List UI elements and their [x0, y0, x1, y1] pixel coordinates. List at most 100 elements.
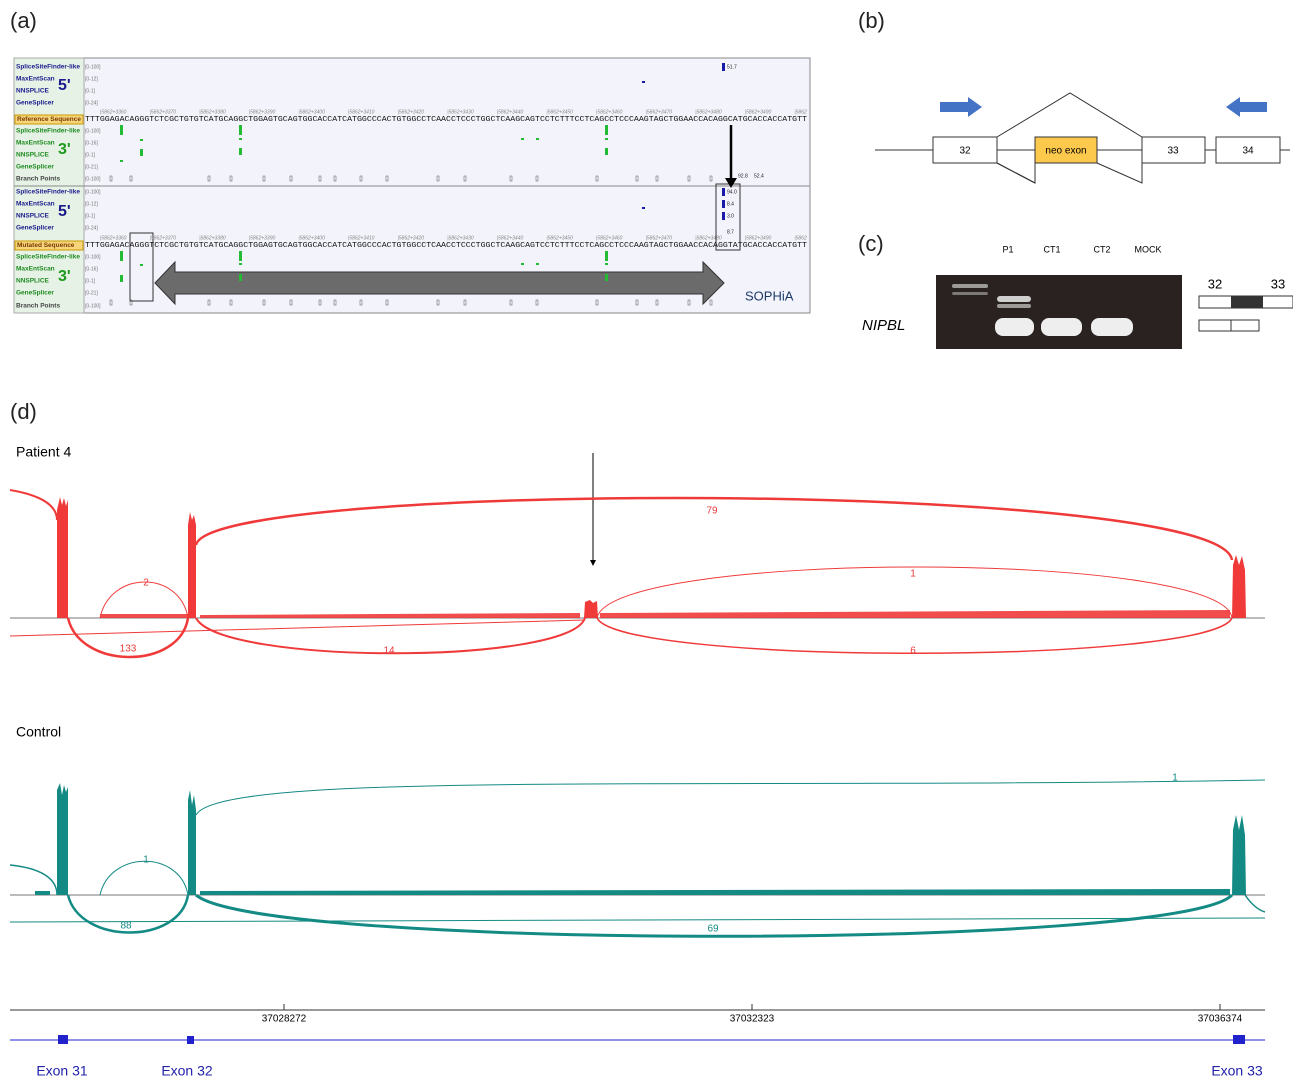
track-range: [0-1] — [85, 213, 96, 219]
coordinate: |5862+3380 — [199, 235, 226, 241]
coordinate: |5862+3490 — [745, 235, 772, 241]
junction-count: 14 — [383, 646, 395, 657]
junction-count: 1 — [143, 855, 149, 866]
score: 92.8 — [738, 173, 748, 179]
genome-axis: 37028272 37032323 37036374 Exon 31 Exon … — [10, 1004, 1265, 1079]
panel-label: (b) — [858, 8, 885, 33]
track-label: GeneSplicer — [16, 225, 54, 232]
junction-count: 133 — [120, 644, 137, 655]
sashimi-patient: Patient 4 79 2 1 133 14 6 — [10, 444, 1265, 657]
track-label: Branch Points — [16, 303, 60, 310]
coordinate: 37028272 — [262, 1014, 307, 1025]
sequence: TTTGGAGACAGGGTCTCGCTGTGTCATGCAGGCTGGAGTG… — [85, 242, 807, 250]
track-range: [0-16] — [85, 140, 98, 146]
track-label: SpliceSiteFinder-like — [16, 128, 80, 135]
exon-label: 32 — [1208, 276, 1222, 291]
logo: SOPHiA — [745, 288, 794, 303]
coordinate: |5862 — [794, 109, 807, 115]
lane-label: MOCK — [1135, 244, 1162, 254]
junction-count: 88 — [120, 921, 132, 932]
coverage — [35, 783, 1246, 895]
primer-arrow — [940, 97, 982, 117]
track-range: [0-24] — [85, 225, 98, 231]
exon-label: 33 — [1271, 276, 1285, 291]
splice-panel: 5' 3' 5' 3' TTTGGAGACAGGGTCTCGCTGTGTCATG… — [14, 58, 810, 313]
track-label: SpliceSiteFinder-like — [16, 64, 80, 71]
coordinate: |5862+3410 — [348, 235, 375, 241]
coordinate: |5862+3460 — [596, 109, 623, 115]
track-label: MaxEntScan — [16, 76, 55, 83]
track-range: [0-24] — [85, 100, 98, 106]
panel-label: (a) — [10, 8, 37, 33]
lane-label: CT2 — [1093, 244, 1110, 254]
exon-label: 34 — [1242, 146, 1254, 157]
track-label: NNSPLICE — [16, 88, 50, 95]
coordinate: |5862+3430 — [447, 235, 474, 241]
splice-line — [997, 93, 1142, 137]
junction-arcs — [10, 780, 1265, 936]
panel-label: (c) — [858, 231, 884, 256]
coordinate: |5862+3460 — [596, 235, 623, 241]
coordinate: |5862+3430 — [447, 109, 474, 115]
score: 94.0 — [727, 189, 737, 195]
track-label: Patient 4 — [16, 444, 71, 460]
end-label: 5' — [58, 77, 71, 94]
track-label: NNSPLICE — [16, 278, 50, 285]
coordinate: 37032323 — [730, 1014, 775, 1025]
lane-label: CT1 — [1043, 244, 1060, 254]
coordinate: |5862+3380 — [199, 109, 226, 115]
track-range: [0-1] — [85, 152, 96, 158]
coordinate: |5862+3370 — [150, 235, 177, 241]
splice-line — [997, 163, 1035, 183]
gene-schematic: 32 neo exon 33 34 — [875, 93, 1290, 183]
score: 52.4 — [754, 173, 764, 179]
track-range: [0-12] — [85, 201, 98, 207]
coordinate: |5862+3440 — [497, 109, 524, 115]
coordinate: |5862+3400 — [298, 235, 325, 241]
figure: (a) (b) (c) (d) 5' 3' 5' 3' TTTGGAGACAGG… — [0, 0, 1293, 1079]
track-range: [0-1] — [85, 278, 96, 284]
track-range: [0-100] — [85, 64, 101, 70]
track-label: GeneSplicer — [16, 164, 54, 171]
coordinate: |5862+3480 — [695, 235, 722, 241]
track-label: MaxEntScan — [16, 266, 55, 273]
track-range: [0-1] — [85, 88, 96, 94]
sequence: TTTGGAGACAGGGTCTCGCTGTGTCATGCAGGCTGGAGTG… — [85, 116, 807, 124]
score: 3.0 — [727, 213, 734, 219]
junction-count: 2 — [143, 578, 149, 589]
gene-label: NIPBL — [862, 317, 905, 334]
coordinate: |5862+3490 — [745, 109, 772, 115]
track-label: Control — [16, 724, 61, 740]
neo-exon — [1231, 296, 1263, 308]
exon-block — [187, 1036, 194, 1044]
coordinate: |5862+3480 — [695, 109, 722, 115]
coordinate: |5862+3420 — [398, 109, 425, 115]
score: 51.7 — [727, 64, 737, 70]
seq-label: Mutated Sequence — [17, 242, 75, 249]
exon-block — [1233, 1035, 1245, 1044]
product — [1199, 320, 1259, 331]
track-range: [0-16] — [85, 266, 98, 272]
lane-label: P1 — [1002, 244, 1013, 254]
seq-label: Reference Sequence — [17, 116, 81, 123]
coordinate: |5862+3470 — [646, 109, 673, 115]
track-range: [0-100] — [85, 254, 101, 260]
sashimi-control: Control 1 1 88 69 — [10, 724, 1265, 937]
track-label: MaxEntScan — [16, 201, 55, 208]
coordinate: |5862+3450 — [546, 109, 573, 115]
exon-block — [58, 1035, 68, 1044]
score: 8.7 — [727, 229, 734, 235]
coordinate: |5862+3360 — [100, 235, 127, 241]
track-label: Branch Points — [16, 176, 60, 183]
exon-label: Exon 33 — [1211, 1063, 1263, 1079]
track-label: NNSPLICE — [16, 213, 50, 220]
exon-label: Exon 32 — [161, 1063, 213, 1079]
splice-line — [1097, 163, 1142, 183]
junction-count: 79 — [706, 506, 718, 517]
exon-label: 32 — [959, 146, 971, 157]
coordinate: 37036374 — [1198, 1014, 1243, 1025]
end-label: 3' — [58, 268, 71, 285]
score: 8.4 — [727, 201, 734, 207]
exon-label: Exon 31 — [36, 1063, 88, 1079]
gel: P1 CT1 CT2 MOCK NIPBL 32 33 — [862, 244, 1293, 349]
